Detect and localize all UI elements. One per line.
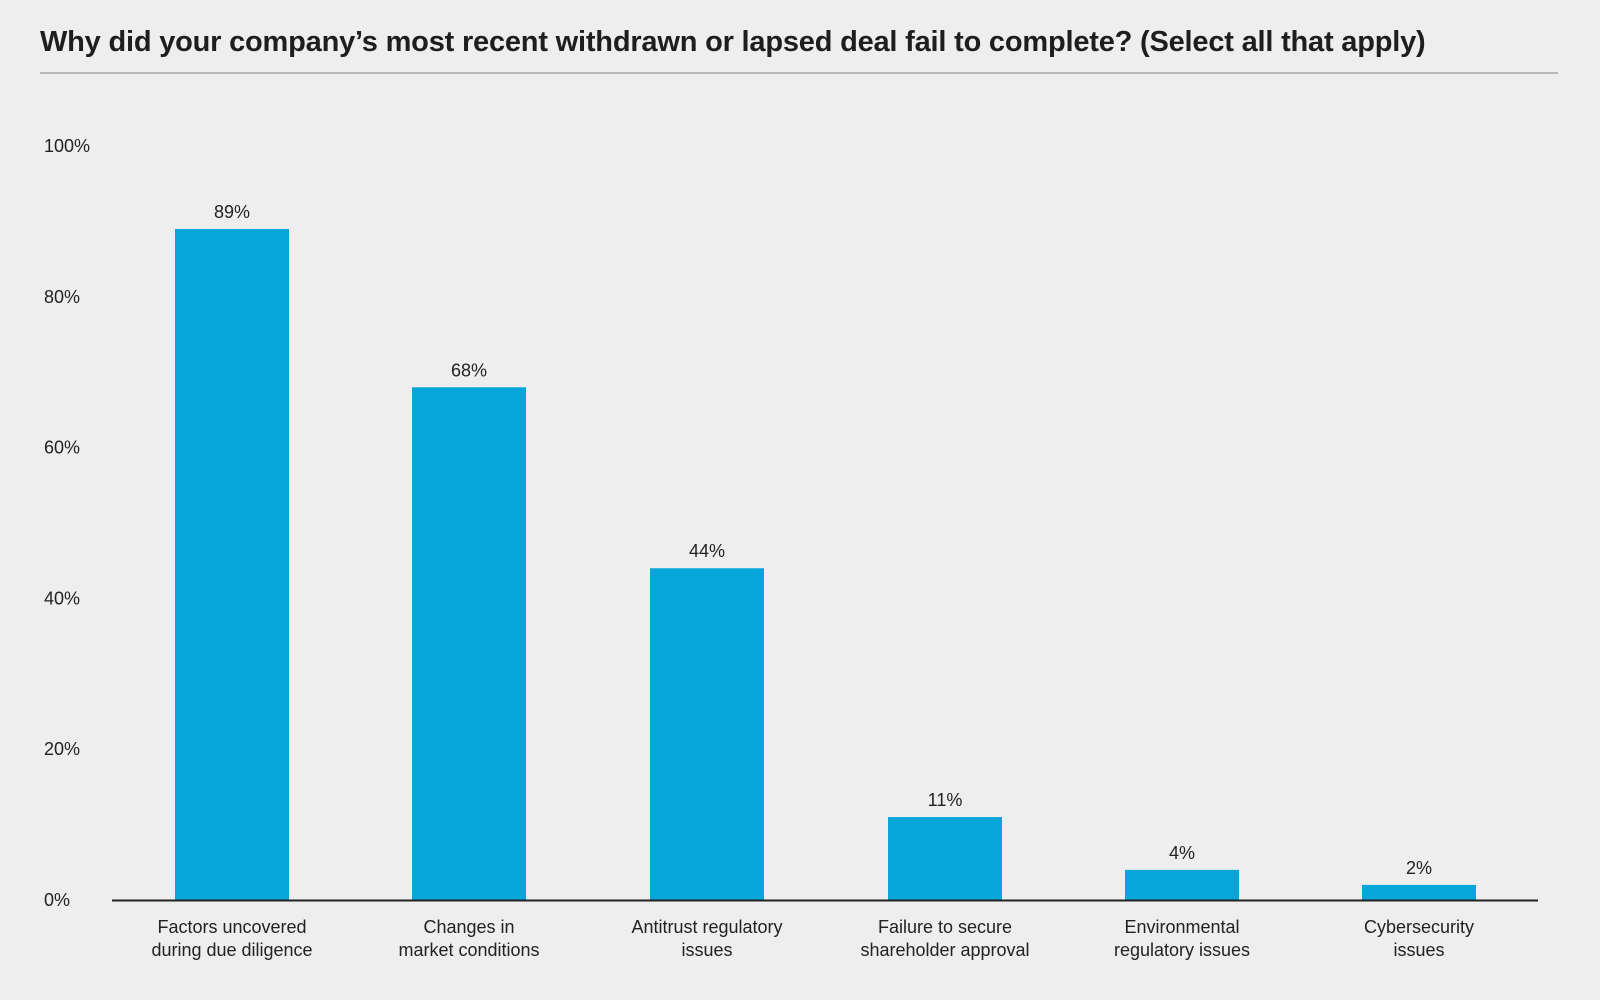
bar: [1125, 869, 1239, 900]
data-label: 68%: [451, 360, 487, 380]
x-tick-label: Changes in: [423, 917, 514, 937]
x-tick-label: shareholder approval: [860, 940, 1029, 960]
data-label: 4%: [1169, 843, 1195, 863]
data-label: 2%: [1406, 858, 1432, 878]
x-tick-label: regulatory issues: [1114, 940, 1250, 960]
y-tick-label: 20%: [44, 739, 80, 759]
y-tick-label: 0%: [44, 890, 70, 910]
title-divider: [40, 72, 1558, 74]
x-tick-label: Environmental: [1124, 917, 1239, 937]
bar: [888, 817, 1002, 900]
x-tick-label: Antitrust regulatory: [631, 917, 782, 937]
chart-title: Why did your company’s most recent withd…: [40, 26, 1426, 58]
bar: [1362, 884, 1476, 900]
x-tick-label: issues: [1393, 940, 1444, 960]
x-tick-label: Failure to secure: [878, 917, 1012, 937]
y-tick-label: 100%: [44, 136, 90, 156]
data-label: 11%: [928, 790, 963, 810]
bar: [650, 568, 764, 900]
data-label: 89%: [214, 202, 250, 222]
x-tick-label: issues: [681, 940, 732, 960]
y-tick-label: 40%: [44, 588, 80, 608]
bar: [175, 228, 289, 900]
x-tick-label: Cybersecurity: [1364, 917, 1474, 937]
bar: [412, 387, 526, 900]
x-tick-label: during due diligence: [151, 940, 312, 960]
y-tick-label: 80%: [44, 287, 80, 307]
y-tick-label: 60%: [44, 438, 80, 458]
x-tick-label: Factors uncovered: [157, 917, 306, 937]
data-label: 44%: [689, 541, 725, 561]
x-tick-label: market conditions: [398, 940, 539, 960]
